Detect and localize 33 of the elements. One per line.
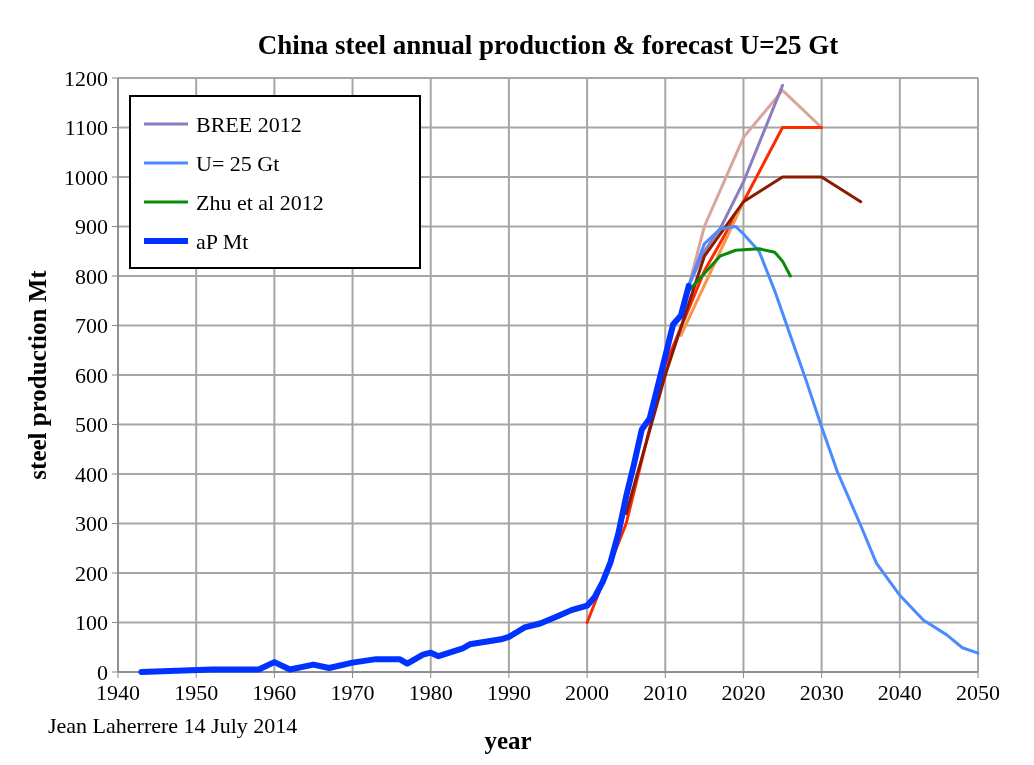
x-tick-label: 2030 <box>799 680 844 705</box>
legend-label: BREE 2012 <box>196 111 302 137</box>
text: Jean Laherrere 14 July 2014 <box>48 713 298 738</box>
y-axis-title: steel production Mt <box>24 269 51 480</box>
line-series <box>624 175 863 516</box>
x-axis-title: year <box>484 727 532 754</box>
y-tick-label: 1000 <box>64 164 108 190</box>
x-tick-label: 2010 <box>643 680 688 705</box>
y-tick-label: 500 <box>75 412 108 438</box>
legend-label: aP Mt <box>196 228 249 254</box>
x-tick-label: 2000 <box>565 680 610 705</box>
x-tick-label: 1960 <box>252 680 297 705</box>
x-tick-label: 1990 <box>486 680 531 705</box>
legend-label: U= 25 Gt <box>196 150 280 176</box>
y-tick-label: 100 <box>75 610 108 636</box>
y-tick-label: 800 <box>75 263 108 289</box>
x-tick-label: 2040 <box>877 680 922 705</box>
x-tick-label: 2020 <box>721 680 766 705</box>
y-tick-label: 300 <box>75 511 108 537</box>
x-tick-label: 2050 <box>956 680 1000 705</box>
y-tick-label: 900 <box>75 214 108 240</box>
y-tick-label: 600 <box>75 362 108 388</box>
y-tick-label: 200 <box>75 560 108 586</box>
chart-title: China steel annual production & forecast U=25 Gt <box>257 30 839 60</box>
x-tick-label: 1970 <box>330 680 375 705</box>
legend-label: Zhu et al 2012 <box>196 189 324 215</box>
y-tick-label: 1200 <box>64 65 108 91</box>
y-tick-label: 400 <box>75 461 108 487</box>
x-tick-label: 1980 <box>408 680 453 705</box>
y-tick-label: 1100 <box>64 115 108 141</box>
x-tick-label: 1950 <box>174 680 219 705</box>
y-tick-label: 700 <box>75 313 108 339</box>
line-series <box>687 225 980 655</box>
